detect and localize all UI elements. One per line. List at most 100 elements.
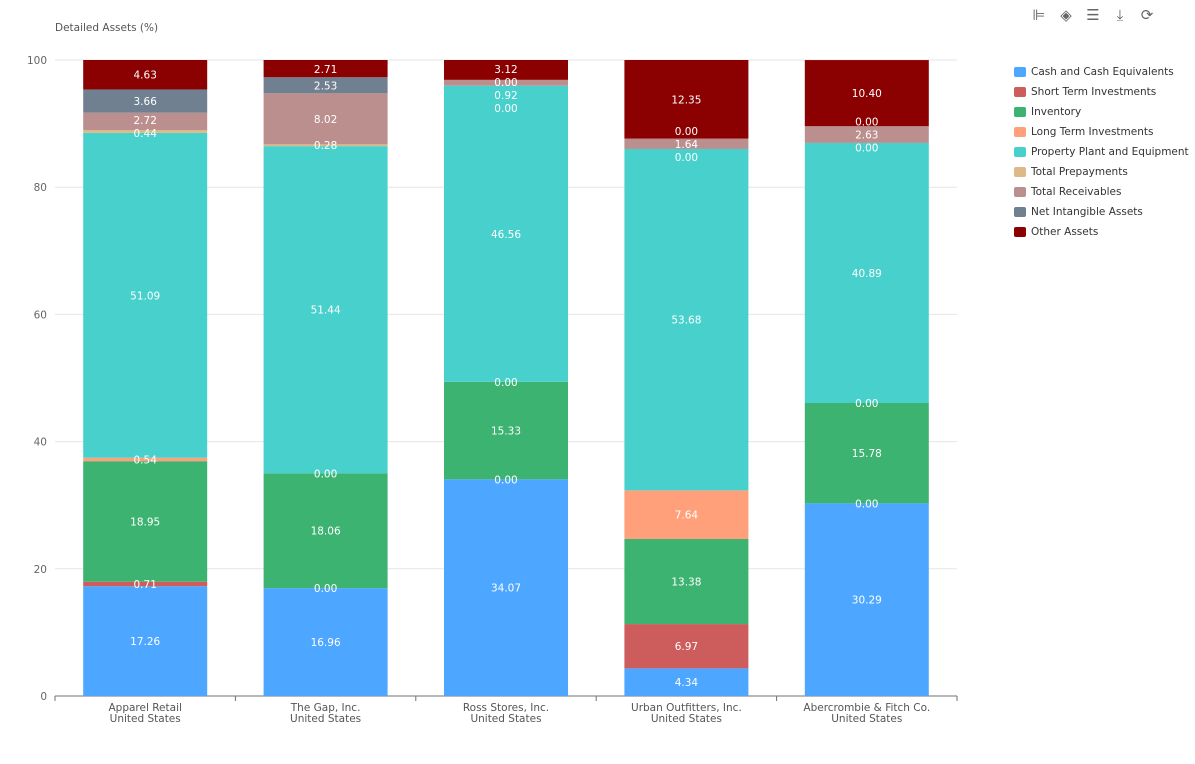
data-label: 40.89 <box>852 268 882 280</box>
bar-segment <box>624 538 749 625</box>
legend-label: Property Plant and Equipment <box>1031 146 1189 158</box>
data-label: 2.63 <box>855 130 878 142</box>
bar-segment <box>444 79 568 86</box>
bar-segment <box>624 60 749 139</box>
data-label: 46.56 <box>491 229 521 241</box>
data-label: 0.54 <box>134 454 158 466</box>
data-label: 0.00 <box>494 474 517 486</box>
legend-label: Inventory <box>1031 106 1082 118</box>
bar-segment <box>83 89 208 113</box>
data-label: 51.44 <box>311 305 341 317</box>
data-label: 2.53 <box>314 80 337 92</box>
bar-segment <box>444 85 568 382</box>
legend-swatch <box>1014 67 1026 77</box>
legend-swatch <box>1014 167 1026 177</box>
bar-segment <box>263 60 388 78</box>
data-label: 1.64 <box>675 139 699 151</box>
data-label: 4.34 <box>675 677 699 689</box>
refresh-icon[interactable]: ⟳ <box>1140 6 1154 24</box>
data-label: 10.40 <box>852 88 882 100</box>
bar-segment <box>624 490 749 539</box>
data-label: 0.92 <box>494 90 517 102</box>
bar-segment <box>624 148 749 491</box>
bar-segment <box>804 402 929 504</box>
data-view-icon[interactable]: ☰ <box>1086 6 1100 24</box>
y-tick-label: 100 <box>27 55 47 67</box>
legend-item[interactable]: Total Receivables <box>1014 182 1189 202</box>
legend-swatch <box>1014 147 1026 157</box>
bar-segment <box>624 138 749 149</box>
x-tick-label: Urban Outfitters, Inc. <box>631 702 742 714</box>
data-label: 18.06 <box>311 526 341 538</box>
legend-item[interactable]: Inventory <box>1014 102 1189 122</box>
download-icon[interactable]: ⤓ <box>1116 6 1124 24</box>
bar-segment <box>263 146 388 474</box>
bar-segment <box>624 668 749 696</box>
legend-label: Short Term Investments <box>1031 86 1157 98</box>
legend-swatch <box>1014 227 1026 237</box>
bar-segment <box>804 142 929 403</box>
bar-segment <box>83 60 208 90</box>
data-label: 0.28 <box>314 140 337 152</box>
legend-label: Total Receivables <box>1031 186 1122 198</box>
data-label: 16.96 <box>311 637 341 649</box>
bar-segment <box>83 132 208 458</box>
bar-stack-icon[interactable]: ⊫ <box>1032 6 1046 24</box>
data-label: 0.71 <box>134 579 157 591</box>
legend-item[interactable]: Long Term Investments <box>1014 122 1189 142</box>
data-label: 13.38 <box>671 577 701 589</box>
data-label: 34.07 <box>491 583 521 595</box>
y-tick-label: 20 <box>34 564 47 576</box>
y-tick-label: 40 <box>34 437 47 449</box>
legend-swatch <box>1014 187 1026 197</box>
data-label: 4.63 <box>134 70 157 82</box>
x-tick-label: Abercrombie & Fitch Co. <box>803 702 930 714</box>
legend-item[interactable]: Property Plant and Equipment <box>1014 142 1189 162</box>
data-label: 7.64 <box>675 510 699 522</box>
legend-item[interactable]: Short Term Investments <box>1014 82 1189 102</box>
data-label: 51.09 <box>130 290 160 302</box>
x-tick-label: United States <box>831 713 902 725</box>
bar-segment <box>83 581 208 587</box>
bar-segment <box>83 130 208 133</box>
x-tick-label: United States <box>290 713 361 725</box>
data-label: 18.95 <box>130 516 160 528</box>
legend-swatch <box>1014 207 1026 217</box>
legend-label: Other Assets <box>1031 226 1099 238</box>
data-label: 3.66 <box>134 96 158 108</box>
legend-label: Long Term Investments <box>1031 126 1154 138</box>
data-label: 0.00 <box>314 468 337 480</box>
bar-segment <box>624 624 749 669</box>
bar-segment <box>83 461 208 582</box>
legend-label: Total Prepayments <box>1031 166 1128 178</box>
data-label: 0.00 <box>494 377 517 389</box>
tag-icon[interactable]: ◈ <box>1060 6 1072 24</box>
legend-swatch <box>1014 107 1026 117</box>
legend-swatch <box>1014 87 1026 97</box>
x-tick-label: Apparel Retail <box>108 702 181 714</box>
legend-item[interactable]: Cash and Cash Equivalents <box>1014 62 1189 82</box>
data-label: 0.00 <box>855 498 878 510</box>
bar-segment <box>263 93 388 145</box>
data-label: 0.00 <box>494 103 517 115</box>
x-tick-label: United States <box>470 713 541 725</box>
x-tick-label: United States <box>651 713 722 725</box>
data-label: 15.78 <box>852 448 882 460</box>
legend-swatch <box>1014 127 1026 137</box>
data-label: 30.29 <box>852 595 882 607</box>
data-label: 6.97 <box>675 641 698 653</box>
data-label: 0.00 <box>855 117 878 129</box>
data-label: 12.35 <box>671 94 701 106</box>
bar-segment <box>263 588 388 696</box>
data-label: 2.71 <box>314 64 337 76</box>
legend-item[interactable]: Net Intangible Assets <box>1014 202 1189 222</box>
data-label: 0.00 <box>494 77 517 89</box>
y-axis-title: Detailed Assets (%) <box>55 22 159 34</box>
bar-segment <box>83 112 208 131</box>
data-label: 0.44 <box>134 128 158 140</box>
bar-segment <box>804 503 929 696</box>
legend-item[interactable]: Other Assets <box>1014 222 1189 242</box>
data-label: 0.00 <box>675 152 698 164</box>
legend-item[interactable]: Total Prepayments <box>1014 162 1189 182</box>
